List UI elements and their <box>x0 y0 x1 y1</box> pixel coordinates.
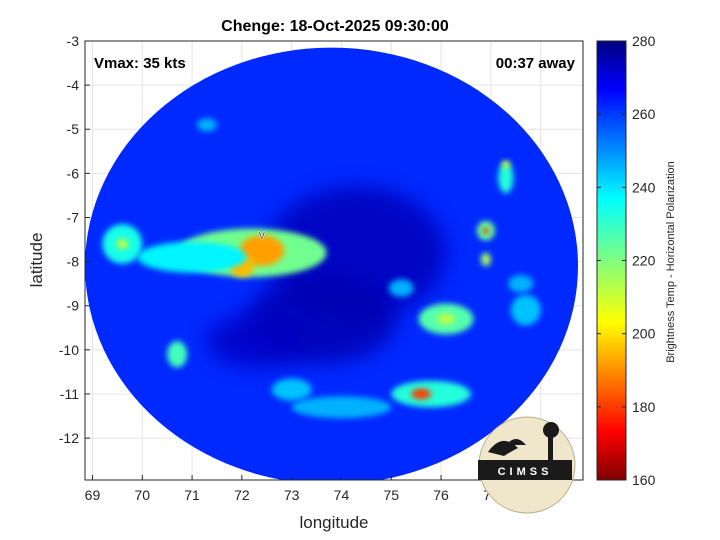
y-tick-label: -4 <box>67 77 80 93</box>
convection-feature <box>501 161 510 169</box>
convection-feature <box>271 378 312 401</box>
y-tick-label: -10 <box>59 342 79 358</box>
x-tick-label: 73 <box>284 487 300 503</box>
convection-feature <box>482 228 489 234</box>
colorbar-tick-label: 280 <box>632 33 656 49</box>
vmax-annotation: Vmax: 35 kts <box>94 55 186 72</box>
time-away-annotation: 00:37 away <box>496 55 576 72</box>
convection-feature <box>437 313 456 325</box>
cold-region <box>207 314 307 368</box>
colorbar-tick-label: 200 <box>632 326 656 342</box>
convection-feature <box>510 294 541 326</box>
y-tick-label: -8 <box>67 254 80 270</box>
convection-feature <box>116 238 129 250</box>
x-axis-label: longitude <box>299 513 368 532</box>
colorbar-tick-label: 260 <box>632 106 656 122</box>
colorbar <box>596 40 627 481</box>
convection-feature <box>388 279 414 297</box>
y-tick-label: -11 <box>60 386 79 402</box>
convection-feature <box>411 388 432 400</box>
colorbar-label: Brightness Temp - Horizontal Polarizatio… <box>665 161 677 363</box>
colorbar-ticks: 280 260 240 220 200 180 160 <box>597 33 656 488</box>
x-tick-label: 76 <box>433 487 449 503</box>
cimss-logo: CIMSS <box>478 416 576 514</box>
x-tick-label: 75 <box>383 487 399 503</box>
y-axis-label: latitude <box>27 233 46 288</box>
convection-feature <box>167 341 188 368</box>
svg-text:V: V <box>258 231 265 242</box>
convection-feature <box>480 252 491 267</box>
water-tower-icon <box>543 422 559 438</box>
y-tick-label: -12 <box>59 430 79 446</box>
convection-feature <box>291 396 392 419</box>
chart-title: Chenge: 18-Oct-2025 09:30:00 <box>221 18 449 35</box>
y-tick-label: -6 <box>67 165 80 181</box>
x-tick-label: 69 <box>85 487 101 503</box>
y-tick-label: -3 <box>67 33 80 49</box>
colorbar-tick-label: 220 <box>632 253 656 269</box>
colorbar-tick-label: 180 <box>632 399 656 415</box>
y-ticks: -3 -4 -5 -6 -7 -8 -9 -10 -11 -12 <box>59 33 90 446</box>
x-tick-label: 72 <box>234 487 250 503</box>
convection-feature <box>137 241 247 273</box>
y-tick-label: -5 <box>67 121 80 137</box>
convection-features <box>102 118 541 419</box>
colorbar-tick-label: 160 <box>632 472 656 488</box>
logo-text: CIMSS <box>498 466 553 478</box>
convection-feature <box>197 118 217 132</box>
storm-center-marker: V <box>258 231 266 243</box>
convection-feature <box>498 162 514 194</box>
x-tick-label: 71 <box>184 487 200 503</box>
convection-feature <box>508 274 534 293</box>
y-tick-label: -7 <box>67 209 80 225</box>
x-tick-label: 74 <box>334 487 350 503</box>
x-tick-label: 70 <box>134 487 150 503</box>
y-tick-label: -9 <box>67 298 80 314</box>
colorbar-tick-label: 240 <box>632 179 656 195</box>
